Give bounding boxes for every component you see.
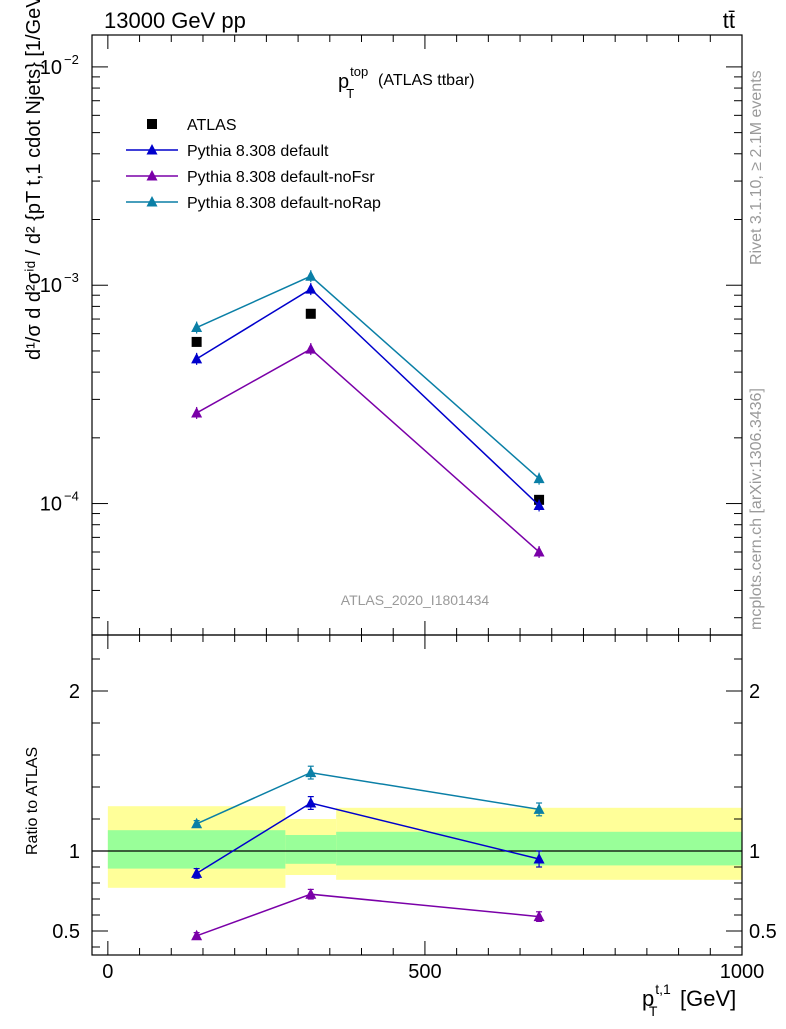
- main-point-triangle: [533, 472, 545, 484]
- ratio-y-tick-label-right: 1: [749, 841, 760, 863]
- main-point-triangle: [191, 406, 203, 418]
- xlabel-sub: T: [649, 1003, 658, 1019]
- main-point-triangle: [191, 321, 203, 333]
- header-right: tt̄: [723, 8, 735, 33]
- main-panel: 10−210−310−4 ptop T (ATLAS ttbar) ATLAS_2…: [23, 0, 743, 636]
- main-point-triangle: [305, 283, 317, 294]
- main-y-tick-label-exp: −4: [64, 489, 79, 504]
- rivet-label: Rivet 3.1.10, ≥ 2.1M events: [748, 70, 765, 265]
- xlabel-p: p: [642, 986, 654, 1011]
- ratio-bands: [92, 806, 742, 888]
- ratio-x-tick-label: 500: [408, 961, 441, 983]
- ratio-point-triangle: [305, 766, 317, 778]
- analysis-label: ATLAS_2020_I1801434: [341, 592, 490, 608]
- main-series-line: [196, 275, 540, 480]
- ratio-y-tick-label-left: 1: [69, 841, 80, 863]
- ratio-series-line: [196, 893, 540, 937]
- legend-label: Pythia 8.308 default: [187, 143, 329, 160]
- main-y-tick-label: 10: [40, 57, 62, 79]
- main-point-triangle: [305, 270, 317, 281]
- main-series-line: [196, 288, 540, 507]
- main-title: ptop T: [338, 64, 368, 101]
- legend-marker-triangle: [146, 196, 158, 207]
- main-ticks: 10−210−310−4: [40, 35, 743, 635]
- ratio-xlabel-unit: [GeV]: [680, 986, 736, 1011]
- ratio-data-layer: [191, 765, 545, 941]
- main-title-sub: T: [346, 86, 354, 101]
- main-y-tick-label: 10: [40, 494, 62, 516]
- ratio-ylabel: Ratio to ATLAS: [24, 747, 41, 855]
- ratio-frame: [91, 634, 743, 956]
- xlabel-sup: t,1: [655, 981, 671, 997]
- main-data-layer: [191, 270, 545, 558]
- main-series-line: [196, 348, 540, 553]
- ratio-point-triangle: [305, 888, 317, 899]
- ratio-y-tick-label-right: 0.5: [749, 921, 777, 943]
- legend: ATLAS Pythia 8.308 default Pythia 8.308 de…: [126, 117, 381, 212]
- main-title-p: p: [338, 71, 349, 93]
- legend-label: Pythia 8.308 default-noFsr: [187, 169, 375, 186]
- main-point-triangle: [533, 499, 545, 510]
- main-y-tick-label: 10: [40, 275, 62, 297]
- legend-marker-triangle: [146, 144, 158, 155]
- ratio-y-tick-label-left: 0.5: [52, 921, 80, 943]
- ratio-y-tick-label-right: 2: [749, 681, 760, 703]
- main-point-triangle: [533, 545, 545, 557]
- ratio-y-tick-label-left: 2: [69, 681, 80, 703]
- legend-label: Pythia 8.308 default-noRap: [187, 195, 381, 212]
- main-title-sup: top: [350, 64, 368, 79]
- ratio-point-triangle: [533, 853, 545, 864]
- ratio-band-green: [285, 835, 337, 864]
- ratio-point-triangle: [191, 817, 203, 829]
- main-point-triangle: [305, 343, 317, 354]
- header-left: 13000 GeV pp: [104, 8, 246, 33]
- main-point-atlas: [191, 336, 202, 347]
- main-title-rest: (ATLAS ttbar): [378, 72, 475, 89]
- ratio-point-triangle: [191, 929, 203, 941]
- ratio-point-triangle: [533, 803, 545, 814]
- ratio-x-tick-label: 1000: [720, 961, 765, 983]
- ratio-xlabel: pt,1 T: [642, 981, 671, 1019]
- ratio-x-tick-label: 0: [102, 961, 113, 983]
- main-point-triangle: [191, 352, 203, 364]
- main-ylabel: d¹/σ d d²σⁱᵈ / d² {pT t,1 cdot Njets} [1…: [23, 0, 45, 360]
- ratio-point-triangle: [533, 910, 545, 922]
- ratio-point-triangle: [305, 797, 317, 808]
- main-point-atlas: [305, 308, 316, 319]
- ratio-band-green: [107, 830, 286, 869]
- main-y-tick-label-exp: −3: [64, 270, 79, 285]
- ratio-point-triangle: [191, 867, 203, 878]
- legend-marker-square: [147, 119, 157, 129]
- main-y-tick-label-exp: −2: [64, 52, 79, 67]
- mcplots-label: mcplots.cern.ch [arXiv:1306.3436]: [748, 388, 765, 630]
- legend-label: ATLAS: [187, 117, 237, 134]
- legend-marker-triangle: [146, 170, 158, 181]
- ratio-ticks: 0 500 1000 0.5 0.5 1 1 2 2: [52, 635, 777, 983]
